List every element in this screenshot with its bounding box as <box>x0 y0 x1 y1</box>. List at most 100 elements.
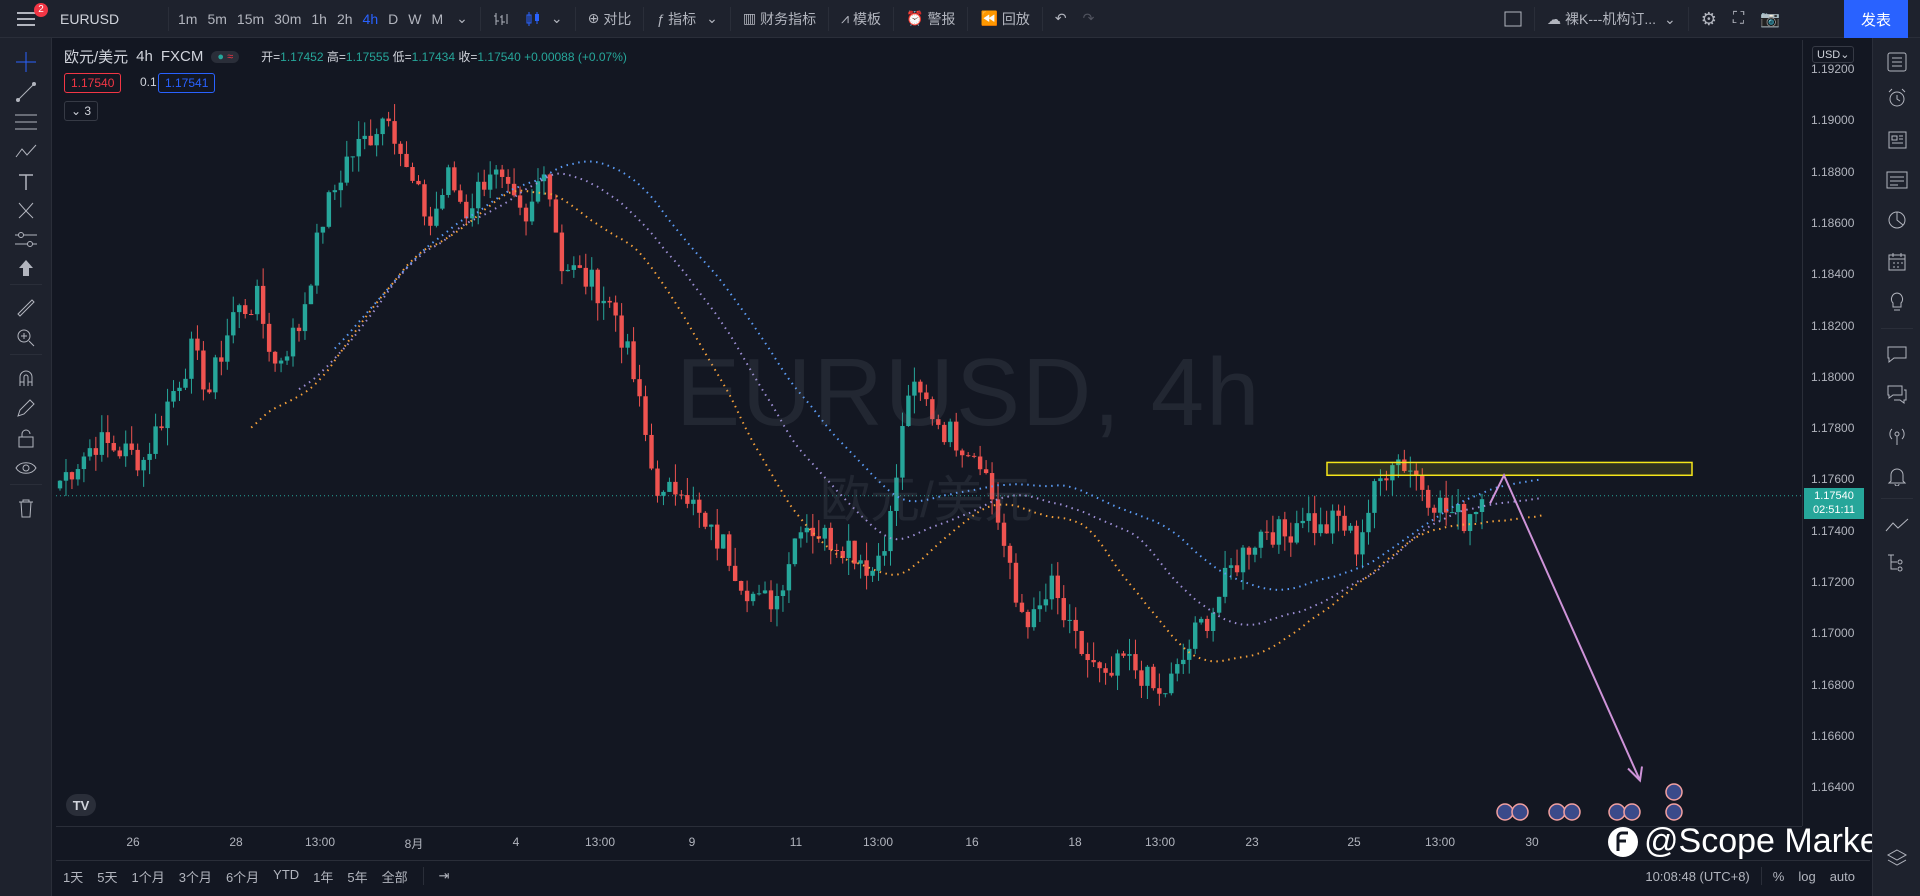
text-tool[interactable] <box>14 170 38 194</box>
object-tree-button[interactable] <box>1885 550 1909 574</box>
indicators-button[interactable]: ƒ 指标 ⌄ <box>648 0 726 38</box>
lightbulb-icon <box>1890 292 1904 311</box>
time-axis[interactable]: 26 28 13:00 8月 4 13:00 9 11 13:00 16 18 13:00 23 25 13… <box>56 826 1802 855</box>
delete-tool[interactable] <box>14 496 38 520</box>
hotlist-button[interactable] <box>1885 208 1909 232</box>
buy-price-button[interactable]: 1.17541 <box>158 73 216 93</box>
currency-button[interactable]: USD⌄ <box>1812 46 1855 63</box>
candle-body <box>1384 478 1389 481</box>
interval-5m[interactable]: 5m <box>207 10 227 27</box>
broadcast-button[interactable] <box>1885 424 1909 448</box>
range-button[interactable]: 5年 <box>347 869 368 885</box>
templates-button[interactable]: ⩘ 模板 <box>833 0 889 38</box>
pattern-tool[interactable] <box>14 140 38 164</box>
trading-panel-button[interactable] <box>1885 514 1909 538</box>
replay-button[interactable]: ⏪ 回放 <box>972 0 1037 38</box>
candle-body <box>1175 664 1180 674</box>
watchlist-button[interactable] <box>1885 50 1909 74</box>
percent-scale-toggle[interactable]: % <box>1772 868 1785 884</box>
candle-body <box>165 401 170 429</box>
candle-style-button[interactable]: ⌄ <box>517 0 571 38</box>
candle-body <box>380 118 385 135</box>
candle-body <box>1133 654 1138 671</box>
market-status-toggle[interactable]: ● ≈ <box>211 50 240 63</box>
calendar-button[interactable] <box>1885 250 1909 274</box>
range-button[interactable]: YTD <box>273 866 300 882</box>
screenshot-button[interactable]: 📷 <box>1752 0 1788 38</box>
alert-button[interactable]: ⏰ 警报 <box>898 0 963 38</box>
clock[interactable]: 10:08:48 (UTC+8) <box>1645 868 1750 884</box>
financials-button[interactable]: ▥ 财务指标 <box>735 0 824 38</box>
range-button[interactable]: 6个月 <box>225 869 260 885</box>
interval-D[interactable]: D <box>388 10 399 27</box>
candle-body <box>768 590 774 610</box>
crosshair-tool[interactable] <box>14 50 38 74</box>
fullscreen-button[interactable]: ⛶ <box>1725 0 1752 38</box>
layout-select-button[interactable] <box>1496 0 1530 38</box>
news-button[interactable] <box>1885 128 1909 152</box>
candle-body <box>1073 619 1078 631</box>
indicators-collapse-button[interactable]: ⌄ 3 <box>64 101 99 121</box>
interval-1h[interactable]: 1h <box>311 10 327 27</box>
candle-body <box>1342 515 1347 531</box>
lock-tool[interactable] <box>14 426 38 450</box>
zoom-tool[interactable] <box>14 326 38 350</box>
candle-body <box>1193 622 1198 649</box>
ruler-tool[interactable] <box>14 296 38 320</box>
range-button[interactable]: 5天 <box>97 869 118 885</box>
range-button[interactable]: 1个月 <box>131 869 165 885</box>
compare-button[interactable]: ⊕ 对比 <box>580 0 640 38</box>
settings-button[interactable]: ⚙ <box>1693 0 1725 38</box>
symbol-search[interactable]: EURUSD <box>60 10 120 27</box>
main-menu-button[interactable]: 2 <box>0 0 52 38</box>
interval-2h[interactable]: 2h <box>336 10 353 27</box>
network-tool[interactable] <box>14 198 38 222</box>
interval-15m[interactable]: 15m <box>236 10 265 27</box>
bar-style-button[interactable] <box>485 0 517 38</box>
candle-body <box>607 300 612 303</box>
range-button[interactable]: 1天 <box>63 869 84 885</box>
tradingview-logo[interactable]: TV <box>66 794 96 816</box>
interval-30m[interactable]: 30m <box>274 10 302 27</box>
horizontal-lines-tool[interactable] <box>14 110 38 134</box>
price-axis[interactable]: 1.19200 1.19000 1.18800 1.18600 1.18400 1.182… <box>1802 40 1871 826</box>
notifications-button[interactable] <box>1885 464 1909 488</box>
range-button[interactable]: 1年 <box>313 869 334 885</box>
arrow-up-tool[interactable] <box>14 256 38 280</box>
layers-button[interactable] <box>1885 846 1909 870</box>
data-window-button[interactable] <box>1885 168 1909 192</box>
lock-icon <box>18 429 34 448</box>
measure-tool[interactable] <box>14 228 38 252</box>
alerts-panel-button[interactable] <box>1885 86 1909 110</box>
chats-button[interactable] <box>1885 342 1909 366</box>
redo-icon: ↷ <box>1082 10 1095 26</box>
candle-body <box>595 269 600 304</box>
candlestick-chart[interactable] <box>56 40 1802 826</box>
publish-button[interactable]: 发表 <box>1844 0 1908 38</box>
ideas-button[interactable] <box>1885 290 1909 314</box>
interval-M[interactable]: M <box>431 10 444 27</box>
drawing-mode-tool[interactable] <box>14 396 38 420</box>
sell-price-button[interactable]: 1.17540 <box>64 73 122 93</box>
candle-body <box>99 432 105 455</box>
range-button[interactable]: 3个月 <box>178 869 212 885</box>
streams-button[interactable] <box>1885 382 1909 406</box>
candle-body <box>583 267 588 287</box>
undo-button[interactable]: ↶ <box>1047 0 1075 38</box>
interval-4h[interactable]: 4h <box>362 10 379 27</box>
trend-line-tool[interactable] <box>14 80 38 104</box>
saved-layout-dropdown[interactable]: ☁ 裸K---机构订... ⌄ <box>1539 0 1684 38</box>
auto-scale-toggle[interactable]: auto <box>1829 868 1855 884</box>
candle-body <box>314 232 320 286</box>
divider <box>729 6 731 31</box>
log-scale-toggle[interactable]: log <box>1798 868 1816 884</box>
interval-1m[interactable]: 1m <box>178 10 198 27</box>
visibility-tool[interactable] <box>14 456 38 480</box>
magnet-icon <box>19 370 33 386</box>
goto-date-button[interactable]: ⇥ <box>432 868 457 884</box>
interval-dropdown[interactable]: ⌄ <box>448 0 476 38</box>
range-button[interactable]: 全部 <box>381 869 408 885</box>
interval-W[interactable]: W <box>408 10 422 27</box>
magnet-tool[interactable] <box>14 366 38 390</box>
redo-button[interactable]: ↷ <box>1075 0 1103 38</box>
